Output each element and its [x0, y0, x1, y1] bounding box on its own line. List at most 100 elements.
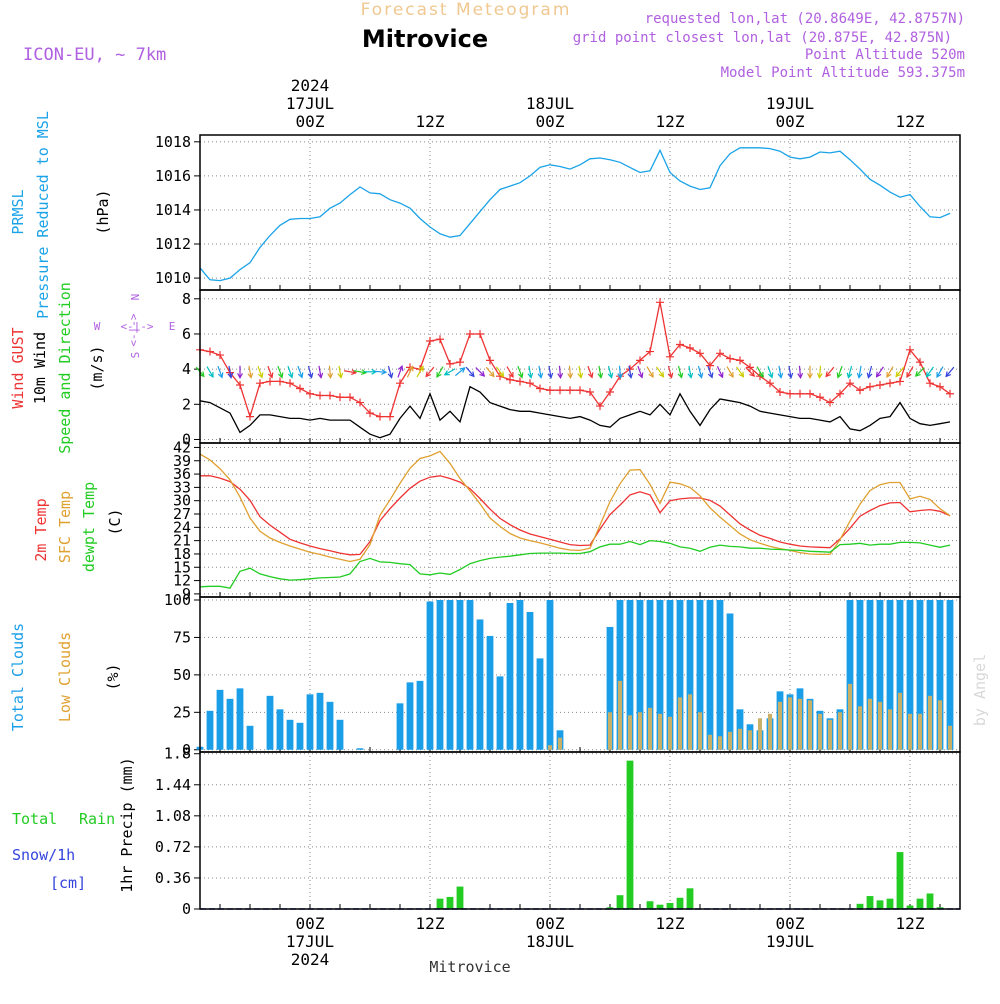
clouds-bar-low-clouds — [857, 706, 863, 750]
wind-direction-arrow — [475, 367, 486, 377]
wind-direction-arrow — [736, 366, 745, 378]
precip-bar-total-rain — [446, 896, 454, 909]
wind-direction-arrow — [217, 365, 224, 379]
wind-direction-arrow — [697, 365, 704, 379]
clouds-bar-total-clouds — [236, 688, 244, 750]
precip-ytick-label: 0.72 — [155, 838, 191, 856]
gust-marker — [206, 347, 214, 356]
wind-direction-arrow — [455, 367, 466, 377]
clouds-bar-total-clouds — [716, 599, 724, 750]
wind-direction-arrow — [496, 366, 505, 378]
wind-arrow-head — [677, 372, 684, 379]
clouds-bar-total-clouds — [226, 698, 234, 750]
wind-direction-arrow — [387, 365, 394, 379]
wind-arrow-shaft — [248, 365, 252, 378]
clouds-bar-total-clouds — [446, 599, 454, 750]
wind-direction-arrow — [807, 365, 813, 380]
clouds-bar-low-clouds — [787, 697, 793, 750]
pressure-panel: 1010 1012 1014 1016 1018 — [155, 133, 961, 291]
precip-bar-total-rain — [606, 907, 614, 909]
clouds-bar-total-clouds — [906, 599, 914, 750]
clouds-bar-low-clouds — [917, 713, 923, 750]
wind-arrow-head — [825, 371, 832, 378]
clouds-bar-low-clouds — [747, 730, 753, 750]
gust-marker — [786, 389, 794, 398]
clouds-bar-total-clouds — [326, 701, 334, 750]
compass-arrows: <-|-> — [127, 313, 140, 346]
wind-direction-arrow — [925, 366, 934, 378]
temp-label-dewpt: dewpt Temp — [80, 482, 98, 572]
pressure-ytick-label: 1016 — [155, 167, 191, 185]
wind-arrow-shaft — [206, 366, 214, 378]
precip-bar-total-rain — [916, 898, 924, 909]
clouds-bar-low-clouds — [807, 700, 813, 750]
precip-bar-total-rain — [866, 896, 874, 909]
wind-arrow-head — [787, 372, 794, 379]
gust-marker — [576, 386, 584, 395]
clouds-bar-low-clouds — [867, 698, 873, 750]
clouds-bar-total-clouds — [916, 599, 924, 750]
wind-direction-arrow — [656, 366, 665, 378]
top-time-label: 18JUL — [526, 94, 574, 113]
wind-arrow-head — [459, 367, 466, 373]
clouds-bar-low-clouds — [827, 719, 833, 750]
clouds-ytick-label: 75 — [173, 628, 191, 646]
gust-marker — [486, 356, 494, 365]
wind-direction-arrow — [707, 365, 714, 379]
wind-arrow-shaft — [548, 365, 552, 378]
clouds-bar-total-clouds — [486, 635, 494, 750]
clouds-bar-low-clouds — [767, 713, 773, 750]
gust-marker — [546, 386, 554, 395]
bottom-time-label: 19JUL — [766, 932, 814, 951]
gust-marker — [526, 379, 534, 388]
temp-label-2m: 2m Temp — [32, 498, 50, 561]
temp-labels: 2m Temp SFC Temp dewpt Temp (C) — [32, 482, 124, 572]
clouds-bar-total-clouds — [926, 599, 934, 750]
pressure-ytick-label: 1014 — [155, 201, 191, 219]
wind-arrow-head — [936, 371, 942, 379]
wind-arrow-head — [307, 372, 314, 379]
wind-arrow-shaft — [756, 366, 764, 378]
clouds-bar-low-clouds — [717, 736, 723, 750]
temp-label-sfc: SFC Temp — [56, 491, 74, 563]
clouds-bar-total-clouds — [666, 599, 674, 750]
precip-labels: Total Rain Snow/1h [cm] 1hr Precip (mm) — [12, 757, 136, 892]
wind-direction-arrow — [906, 366, 914, 379]
gust-marker — [876, 380, 884, 389]
watermark: by Angel — [971, 654, 989, 726]
clouds-bar-total-clouds — [706, 599, 714, 750]
wind-direction-arrow — [875, 366, 884, 378]
wind-arrow-shaft — [578, 365, 582, 378]
wind-arrow-head — [498, 371, 505, 378]
gust-marker — [656, 298, 664, 307]
top-time-label: 00Z — [296, 112, 325, 131]
clouds-bar-total-clouds — [696, 599, 704, 750]
plot-area: 1010101210141016101802468912151821242730… — [155, 76, 961, 969]
precip-ytick-label: 1.44 — [155, 776, 191, 794]
clouds-bar-total-clouds — [496, 676, 504, 750]
top-time-label: 12Z — [656, 112, 685, 131]
top-time-label: 00Z — [776, 112, 805, 131]
wind-direction-arrow — [517, 365, 524, 379]
wind-arrow-head — [777, 372, 784, 379]
clouds-bar-low-clouds — [897, 692, 903, 750]
gust-marker — [776, 388, 784, 396]
gust-marker — [306, 389, 314, 398]
model-point-altitude: Model Point Altitude 593.375m — [721, 65, 965, 81]
clouds-bar-low-clouds — [547, 745, 553, 750]
wind-arrow-head — [617, 372, 624, 379]
wind-arrow-shaft — [667, 365, 673, 378]
temperature-ytick-label: 39 — [173, 452, 191, 470]
compass-n: N — [129, 294, 142, 301]
wind-arrow-head — [317, 372, 324, 379]
wind-labels: Wind GUST 10m Wind Speed and Direction (… — [9, 282, 175, 454]
top-time-label: 2024 — [291, 76, 330, 95]
wind-label-10m: 10m Wind — [31, 332, 49, 404]
temperature-ytick-label: 24 — [173, 518, 191, 536]
wind-direction-arrow — [257, 365, 264, 379]
wind-direction-arrow — [337, 365, 344, 379]
temperature-ytick-label: 42 — [173, 438, 191, 456]
wind-ytick-label: 8 — [182, 290, 191, 308]
precip-bar-total-rain — [856, 903, 864, 909]
wind-direction-arrow — [726, 366, 734, 379]
